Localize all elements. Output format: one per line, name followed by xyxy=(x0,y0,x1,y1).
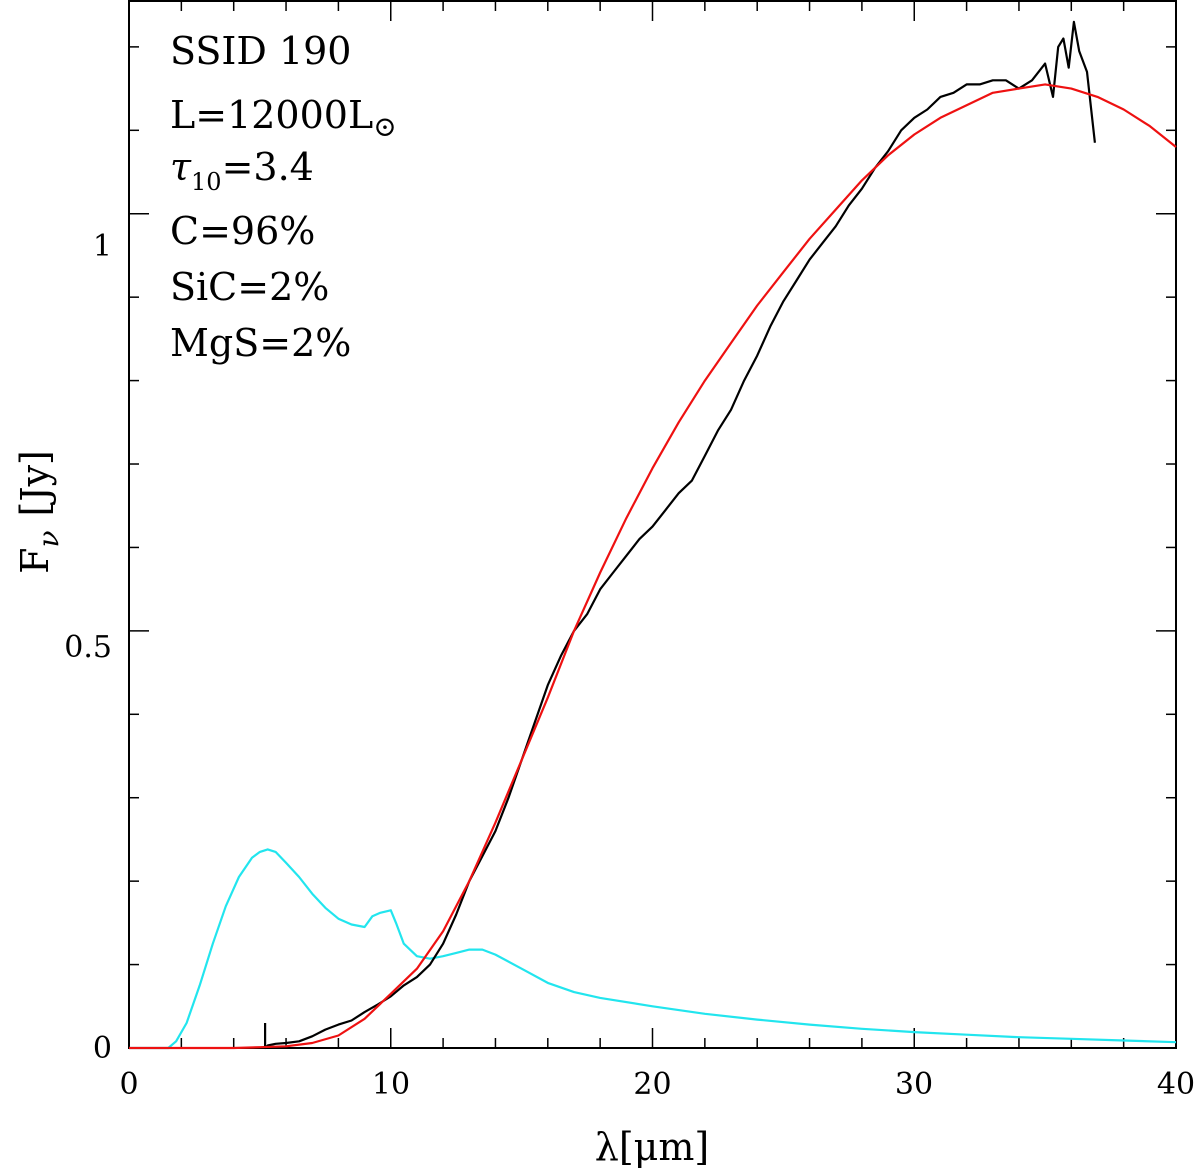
svg-text:Fν[Jy]: Fν [Jy] xyxy=(13,450,65,574)
y-tick-label: 0 xyxy=(93,1031,112,1066)
annotation-block: SSID 190 L=12000L⊙ τ10=3.4 C=96% SiC=2% … xyxy=(170,29,397,365)
annotation-mgs: MgS=2% xyxy=(170,321,351,365)
y-axis-label: Fν [Jy] xyxy=(13,450,65,574)
annotation-tau: τ10=3.4 xyxy=(170,145,314,196)
annotation-sic: SiC=2% xyxy=(170,265,329,309)
x-tick-label: 40 xyxy=(1157,1067,1195,1102)
series-stellar-component xyxy=(129,848,1177,1050)
x-tick-label: 20 xyxy=(633,1067,671,1102)
series-observed-spectrum xyxy=(264,20,1096,1050)
y-axis-label-main: F xyxy=(13,548,57,574)
x-tick-label: 0 xyxy=(119,1067,138,1102)
axis-ticks xyxy=(128,1,1177,1049)
data-series xyxy=(129,20,1177,1050)
annotation-luminosity: L=12000L⊙ xyxy=(170,93,397,143)
y-axis-label-unit: [Jy] xyxy=(13,450,57,516)
annotation-carbon: C=96% xyxy=(170,209,315,253)
x-axis-label: λ[μm] xyxy=(595,1125,709,1169)
annotation-ssid: SSID 190 xyxy=(170,29,351,73)
y-tick-labels: 0 0.5 1 xyxy=(64,229,112,1066)
x-tick-label: 10 xyxy=(372,1067,410,1102)
series-model-fit xyxy=(129,83,1177,1050)
y-axis-label-sub: ν xyxy=(32,530,65,547)
x-tick-label: 30 xyxy=(895,1067,933,1102)
y-tick-label: 0.5 xyxy=(64,630,112,665)
x-tick-labels: 0 10 20 30 40 xyxy=(119,1067,1195,1102)
y-tick-label: 1 xyxy=(93,229,112,264)
sun-symbol: ⊙ xyxy=(373,110,396,143)
